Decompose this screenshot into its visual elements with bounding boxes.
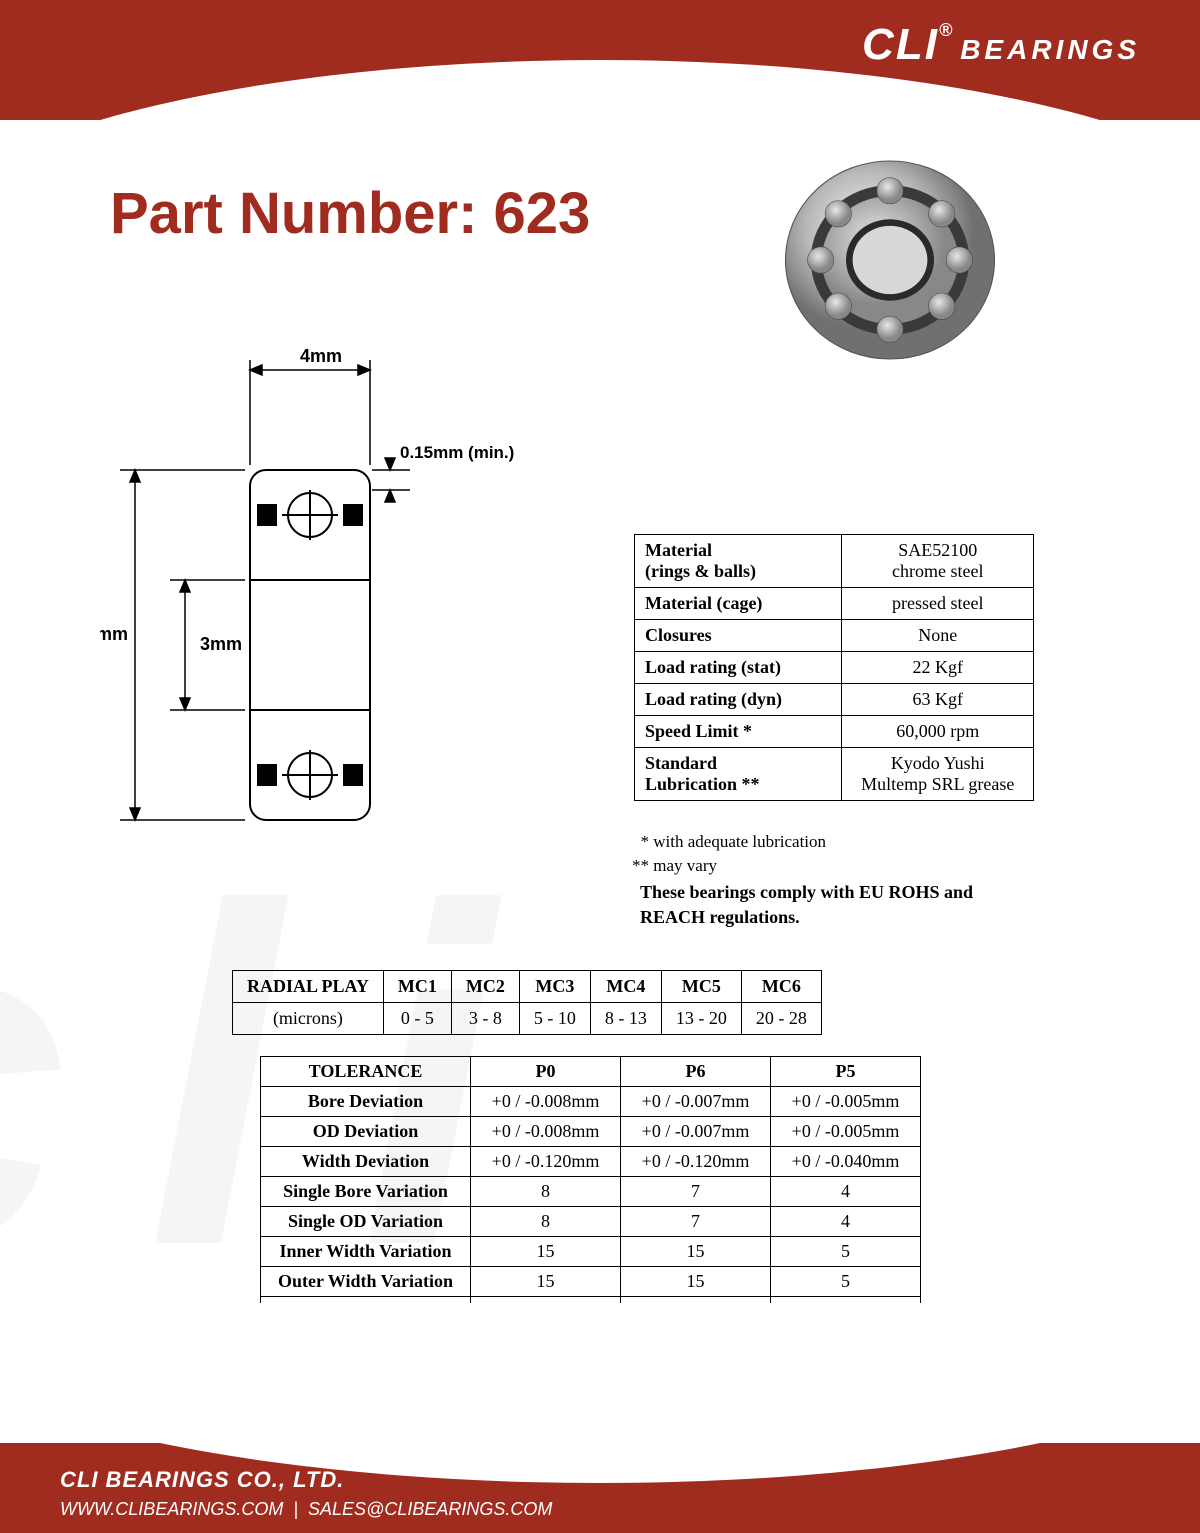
logo-reg: ® (939, 20, 954, 40)
tol-value: 15 (621, 1237, 771, 1267)
radial-header: RADIAL PLAY (233, 971, 384, 1003)
spec-label: Speed Limit * (635, 716, 842, 748)
spec-label: Material (rings & balls) (635, 535, 842, 588)
tol-row-label: Outer Width Variation (261, 1267, 471, 1297)
tol-row-label: OD Deviation (261, 1117, 471, 1147)
radial-play-table: RADIAL PLAYMC1MC2MC3MC4MC5MC6 (microns)0… (232, 970, 822, 1035)
radial-value: 5 - 10 (519, 1003, 590, 1035)
tol-row-label: Inner Width Variation (261, 1237, 471, 1267)
spec-label: Standard Lubrication ** (635, 748, 842, 801)
tol-value: 8 (471, 1207, 621, 1237)
radial-value: 3 - 8 (451, 1003, 519, 1035)
spec-note-1: * with adequate lubrication (632, 830, 826, 854)
spec-label: Load rating (stat) (635, 652, 842, 684)
dim-od: 10mm (100, 624, 128, 644)
tol-value: +0 / -0.005mm (771, 1117, 921, 1147)
spec-value: 60,000 rpm (842, 716, 1034, 748)
tol-value: +0 / -0.008mm (471, 1117, 621, 1147)
bearing-photo (780, 150, 1000, 370)
tol-col: P5 (771, 1057, 921, 1087)
tol-col: P0 (471, 1057, 621, 1087)
tol-value: 7 (621, 1207, 771, 1237)
spec-value: Kyodo Yushi Multemp SRL grease (842, 748, 1034, 801)
spec-value: SAE52100 chrome steel (842, 535, 1034, 588)
tol-value: +0 / -0.007mm (621, 1087, 771, 1117)
radial-unit: (microns) (233, 1003, 384, 1035)
radial-col: MC6 (741, 971, 821, 1003)
tol-value: +0 / -0.005mm (771, 1087, 921, 1117)
spec-label: Material (cage) (635, 588, 842, 620)
logo-main: CLI (862, 20, 939, 69)
footer-company: CLI BEARINGS CO., LTD. (60, 1463, 552, 1496)
radial-col: MC3 (519, 971, 590, 1003)
tol-value: 15 (471, 1267, 621, 1297)
tol-header: TOLERANCE (261, 1057, 471, 1087)
tol-value: 15 (471, 1237, 621, 1267)
tol-value: +0 / -0.008mm (471, 1087, 621, 1117)
spec-table: Material (rings & balls)SAE52100 chrome … (634, 534, 1034, 801)
tol-value: +0 / -0.007mm (621, 1117, 771, 1147)
tol-value: 4 (771, 1177, 921, 1207)
radial-value: 13 - 20 (661, 1003, 741, 1035)
dim-bore: 3mm (200, 634, 242, 654)
dim-width: 4mm (300, 346, 342, 366)
tol-row-label: Width Deviation (261, 1147, 471, 1177)
spec-compliance: These bearings comply with EU ROHS and R… (640, 880, 1040, 930)
spec-value: pressed steel (842, 588, 1034, 620)
logo-sub: BEARINGS (960, 34, 1140, 65)
footer-text: CLI BEARINGS CO., LTD. WWW.CLIBEARINGS.C… (60, 1463, 552, 1523)
tol-value: 15 (621, 1267, 771, 1297)
part-title: Part Number: 623 (110, 180, 590, 247)
spec-value: None (842, 620, 1034, 652)
tol-row-label: Bore Deviation (261, 1087, 471, 1117)
tol-value: 5 (771, 1267, 921, 1297)
tol-value: 4 (771, 1207, 921, 1237)
tol-col: P6 (621, 1057, 771, 1087)
spec-value: 22 Kgf (842, 652, 1034, 684)
radial-col: MC5 (661, 971, 741, 1003)
radial-col: MC1 (383, 971, 451, 1003)
brand-logo: CLI® BEARINGS (862, 20, 1140, 70)
tol-row-label: Single OD Variation (261, 1207, 471, 1237)
tol-row-label: Single Bore Variation (261, 1177, 471, 1207)
tol-value: 7 (621, 1177, 771, 1207)
technical-diagram: 4mm 0.15mm (min.) 10mm 3mm (100, 340, 520, 880)
dim-chamfer: 0.15mm (min.) (400, 443, 514, 462)
spec-note-2: ** may vary (632, 854, 826, 878)
tol-value: +0 / -0.040mm (771, 1147, 921, 1177)
radial-value: 20 - 28 (741, 1003, 821, 1035)
tol-value: 8 (471, 1177, 621, 1207)
footer-sep: | (283, 1499, 308, 1519)
radial-col: MC2 (451, 971, 519, 1003)
radial-col: MC4 (590, 971, 661, 1003)
radial-value: 0 - 5 (383, 1003, 451, 1035)
spec-value: 63 Kgf (842, 684, 1034, 716)
tol-value: +0 / -0.120mm (621, 1147, 771, 1177)
tol-value: 5 (771, 1237, 921, 1267)
footer-website: WWW.CLIBEARINGS.COM (60, 1499, 283, 1519)
spec-notes: * with adequate lubrication ** may vary (632, 830, 826, 878)
spec-label: Closures (635, 620, 842, 652)
spec-label: Load rating (dyn) (635, 684, 842, 716)
radial-value: 8 - 13 (590, 1003, 661, 1035)
footer-email: SALES@CLIBEARINGS.COM (308, 1499, 552, 1519)
tol-value: +0 / -0.120mm (471, 1147, 621, 1177)
